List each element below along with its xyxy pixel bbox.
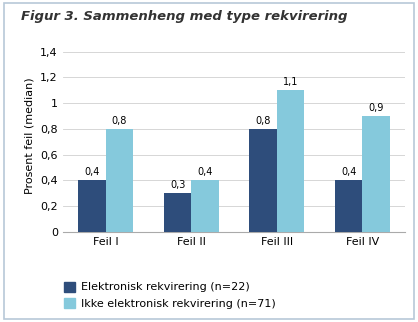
Text: 0,4: 0,4 (197, 167, 213, 177)
Bar (164, 193, 191, 232)
Text: 0,9: 0,9 (369, 103, 384, 113)
Legend: Elektronisk rekvirering (n=22), Ikke elektronisk rekvirering (n=71): Elektronisk rekvirering (n=22), Ikke ele… (60, 277, 280, 313)
Bar (250, 129, 277, 232)
Bar (277, 90, 304, 232)
Bar (106, 129, 133, 232)
Y-axis label: Prosent feil (median): Prosent feil (median) (25, 77, 35, 194)
Text: 0,4: 0,4 (84, 167, 99, 177)
Text: 0,4: 0,4 (341, 167, 357, 177)
Text: 0,3: 0,3 (170, 180, 185, 190)
Text: 0,8: 0,8 (112, 116, 127, 126)
Bar (78, 180, 106, 232)
Text: Figur 3. Sammenheng med type rekvirering: Figur 3. Sammenheng med type rekvirering (21, 10, 347, 23)
Bar (335, 180, 362, 232)
Text: 1,1: 1,1 (283, 77, 298, 87)
Bar (362, 116, 390, 232)
Text: 0,8: 0,8 (255, 116, 271, 126)
Bar (191, 180, 219, 232)
